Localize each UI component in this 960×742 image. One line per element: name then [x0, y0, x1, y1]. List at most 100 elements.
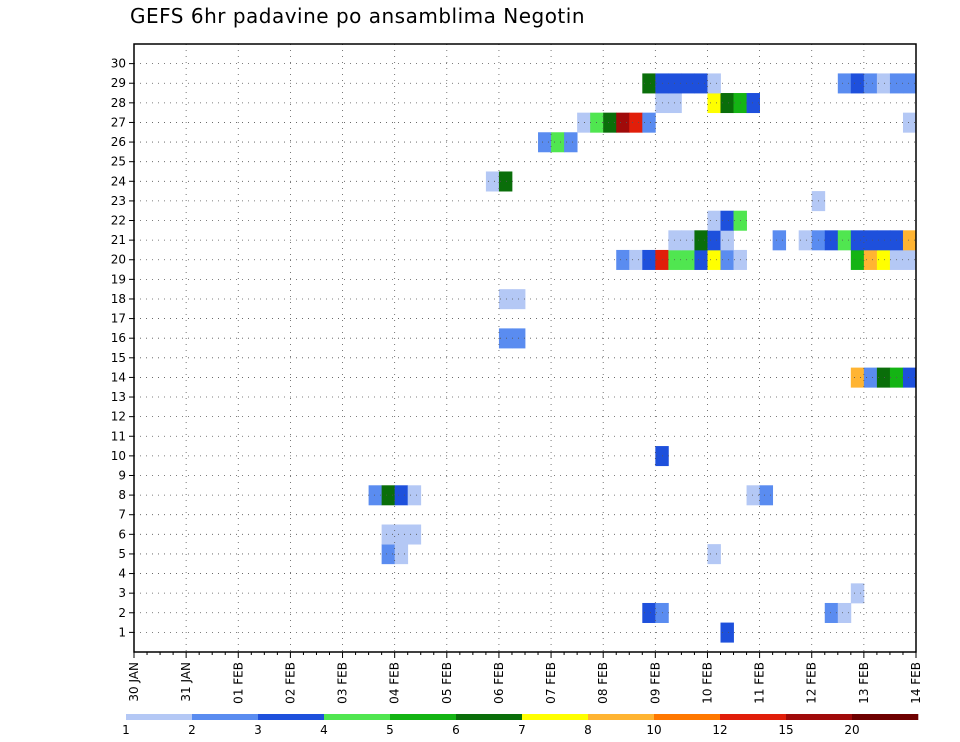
heatmap-cell: [850, 230, 865, 251]
heatmap-cell: [720, 93, 734, 114]
colorbar: 1 2 3 4 5 6 7 8 10 12 15 20: [122, 714, 919, 737]
x-tick-label: 05 FEB: [440, 662, 454, 704]
heatmap-cell: [876, 73, 891, 94]
colorbar-label: 6: [452, 723, 460, 737]
x-tick-label: 10 FEB: [700, 662, 714, 704]
heatmap-cell: [681, 230, 695, 251]
y-tick-label: 11: [111, 429, 126, 443]
heatmap-cell: [394, 485, 409, 506]
heatmap-cell: [577, 112, 591, 133]
colorbar-label: 3: [254, 723, 262, 737]
heatmap-cell: [668, 93, 682, 114]
y-tick-label: 20: [111, 253, 126, 267]
heatmap-cell: [498, 171, 513, 192]
x-tick-label: 03 FEB: [336, 662, 350, 704]
y-tick-label: 26: [111, 135, 126, 149]
y-tick-label: 5: [118, 547, 126, 561]
y-tick-label: 28: [111, 96, 126, 110]
y-tick-label: 19: [111, 272, 126, 286]
colorbar-segment: [324, 714, 391, 720]
heatmap-cell: [798, 230, 813, 251]
colorbar-segment: [456, 714, 523, 720]
heatmap-cell: [681, 73, 695, 94]
heatmap-cell: [485, 171, 500, 192]
y-tick-label: 30: [111, 57, 126, 71]
y-tick-label: 17: [111, 312, 126, 326]
heatmap-cell: [824, 230, 839, 251]
colorbar-segment: [654, 714, 721, 720]
x-tick-label: 12 FEB: [805, 662, 819, 704]
x-tick-label: 07 FEB: [544, 662, 558, 704]
heatmap-cell: [616, 112, 630, 133]
colorbar-segment: [588, 714, 655, 720]
y-tick-label: 10: [111, 449, 126, 463]
x-tick-label: 04 FEB: [388, 662, 402, 704]
heatmap-cell: [642, 112, 656, 133]
y-tick-label: 3: [118, 586, 126, 600]
x-tick-label: 30 JAN: [127, 662, 141, 702]
heatmap-cell: [876, 230, 891, 251]
y-tick-label: 8: [118, 488, 126, 502]
colorbar-label: 15: [778, 723, 793, 737]
heatmap-cell: [642, 249, 656, 270]
colorbar-segment: [852, 714, 919, 720]
heatmap-cell: [902, 73, 917, 94]
heatmap-cell: [850, 73, 865, 94]
heatmap-cell: [642, 73, 656, 94]
colorbar-segment: [126, 714, 193, 720]
heatmap-cell: [407, 524, 422, 545]
heatmap-cell: [707, 93, 721, 114]
heatmap-cell: [863, 230, 878, 251]
y-tick-label: 15: [111, 351, 126, 365]
y-tick-label: 13: [111, 390, 126, 404]
heatmap-cell: [629, 112, 643, 133]
heatmap-cell: [837, 73, 852, 94]
y-tick-label: 24: [111, 174, 126, 188]
heatmap-cell: [603, 112, 617, 133]
heatmap-cell: [707, 210, 721, 231]
x-tick-label: 02 FEB: [283, 662, 297, 704]
y-tick-label: 27: [111, 115, 126, 129]
heatmap-cell: [694, 73, 708, 94]
colorbar-segment: [522, 714, 589, 720]
heatmap-cell: [407, 485, 422, 506]
heatmap-cell: [394, 544, 409, 565]
x-tick-label: 11 FEB: [753, 662, 767, 704]
x-tick-label: 13 FEB: [857, 662, 871, 704]
heatmap-cell: [616, 249, 630, 270]
y-tick-label: 22: [111, 214, 126, 228]
colorbar-label: 12: [712, 723, 727, 737]
heatmap-cell: [902, 230, 917, 251]
y-tick-label: 9: [118, 468, 126, 482]
heatmap-cell: [837, 602, 852, 623]
heatmap-cell: [863, 367, 878, 388]
heatmap-cell: [720, 230, 734, 251]
heatmap-cell: [668, 230, 682, 251]
grid-layer: [134, 44, 916, 652]
heatmap-cell: [681, 249, 695, 270]
heatmap-cell: [902, 112, 917, 133]
y-tick-label: 12: [111, 410, 126, 424]
heatmap-cell: [863, 249, 878, 270]
y-tick-label: 1: [118, 625, 126, 639]
heatmap-cell: [694, 249, 708, 270]
heatmap-cell: [720, 210, 734, 231]
colorbar-label: 7: [518, 723, 526, 737]
colorbar-label: 4: [320, 723, 328, 737]
x-tick-label: 09 FEB: [648, 662, 662, 704]
colorbar-label: 8: [584, 723, 592, 737]
heatmap-cell: [381, 485, 396, 506]
y-tick-label: 6: [118, 527, 126, 541]
y-axis: 1234567891011121314151617181920212223242…: [111, 57, 134, 639]
heatmap-cell: [707, 73, 721, 94]
heatmap-cell: [381, 524, 396, 545]
heatmap-cell: [498, 328, 513, 349]
heatmap-cell: [707, 544, 721, 565]
heatmap-cell: [837, 230, 852, 251]
x-tick-label: 01 FEB: [231, 662, 245, 704]
heatmap-cell: [746, 93, 760, 114]
heatmap-cell: [498, 289, 513, 310]
y-tick-label: 16: [111, 331, 126, 345]
y-tick-label: 7: [118, 508, 126, 522]
